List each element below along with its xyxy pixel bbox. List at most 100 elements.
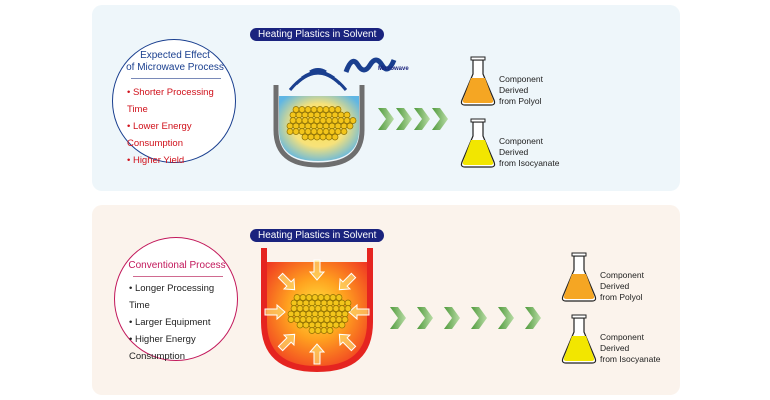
plastic-particle xyxy=(331,117,339,124)
chevron-arrow-icon xyxy=(432,108,448,130)
plastic-particle xyxy=(305,294,313,301)
conventional-process-label: Heating Plastics in Solvent xyxy=(250,229,385,242)
plastic-particle xyxy=(320,321,328,329)
plastic-particle xyxy=(344,305,352,312)
plastic-particle xyxy=(343,111,351,119)
heat-arrow-icon xyxy=(348,303,370,321)
plastic-particle xyxy=(308,305,316,312)
flask-polyol-icon xyxy=(460,56,496,106)
plastic-particle xyxy=(289,111,297,119)
plastic-particle xyxy=(286,128,294,135)
divider xyxy=(131,78,221,79)
benefit-item: • Higher Yield xyxy=(127,155,185,166)
plastic-particle xyxy=(319,111,327,119)
plastic-particle xyxy=(307,111,315,119)
plastic-particle xyxy=(316,106,324,113)
plastic-particle xyxy=(323,294,331,301)
plastic-particle xyxy=(304,106,312,113)
circle-title: Expected Effect of Microwave Process xyxy=(113,50,237,74)
plastic-particle xyxy=(289,117,297,124)
plastic-particle xyxy=(295,117,303,124)
plastic-particle xyxy=(329,294,337,301)
chevron-arrow-icon xyxy=(378,108,394,130)
plastic-particle xyxy=(290,305,298,312)
plastic-particle xyxy=(344,299,352,307)
plastic-particle xyxy=(325,133,333,141)
plastic-particle xyxy=(302,321,310,329)
microwave-effects-circle: Expected Effect of Microwave Process • Sh… xyxy=(112,39,237,166)
microwave-sinewave-icon xyxy=(343,57,397,73)
conventional-vessel xyxy=(261,248,373,372)
plastic-particle xyxy=(331,133,339,141)
plastic-particle xyxy=(332,299,340,307)
chevron-arrow-icon xyxy=(471,307,487,329)
plastic-particle xyxy=(322,106,330,113)
plastic-particle xyxy=(299,316,307,323)
plastic-particle xyxy=(296,305,304,312)
plastic-particle xyxy=(293,294,301,301)
drawback-list: • Longer Processing Time • Larger Equipm… xyxy=(129,280,237,365)
plastic-particle xyxy=(328,128,336,135)
plastic-particle xyxy=(341,310,349,318)
plastic-particle xyxy=(317,316,325,323)
chevron-arrow-icon xyxy=(444,307,460,329)
plastic-particle xyxy=(317,310,325,318)
plastic-particle xyxy=(293,310,301,318)
plastic-particle xyxy=(332,321,340,329)
drawback-item: • Higher Energy Consumption xyxy=(129,334,196,362)
flask-isocyanate-icon xyxy=(460,118,496,168)
plastic-particle xyxy=(304,122,312,130)
benefit-list: • Shorter Processing Time • Lower Energy… xyxy=(127,84,235,169)
chevron-arrow-icon xyxy=(396,108,412,130)
circle-title: Conventional Process xyxy=(128,260,226,271)
plastic-particle xyxy=(335,316,343,323)
flask-label-isocyanate: Component Derived from Isocyanate xyxy=(499,136,560,168)
chevron-arrow-icon xyxy=(414,108,430,130)
title-line-1: Expected Effect xyxy=(140,50,210,61)
plastic-particle xyxy=(329,316,337,323)
heat-arrow-icon xyxy=(308,343,326,365)
plastic-particle xyxy=(305,316,313,323)
plastic-particle xyxy=(302,305,310,312)
plastic-particle xyxy=(319,133,327,141)
plastic-particle xyxy=(322,128,330,135)
plastic-particle xyxy=(287,310,295,318)
plastic-particle xyxy=(308,299,316,307)
plastic-particle xyxy=(307,117,315,124)
plastic-particle xyxy=(328,106,336,113)
plastic-particle xyxy=(292,106,300,113)
plastic-particle xyxy=(311,310,319,318)
plastic-particle xyxy=(305,310,313,318)
plastic-particle xyxy=(301,117,309,124)
plastic-particle xyxy=(328,122,336,130)
plastic-particle xyxy=(298,128,306,135)
plastic-particle xyxy=(323,310,331,318)
chevrons-bottom xyxy=(390,307,541,329)
plastic-particle xyxy=(331,111,339,119)
plastic-particle xyxy=(301,111,309,119)
microwave-label: Microwave xyxy=(378,66,409,72)
plastic-particle xyxy=(319,117,327,124)
plastic-particle xyxy=(316,128,324,135)
heat-arrow-icon xyxy=(308,259,326,281)
heat-arrow-icon xyxy=(338,272,357,291)
plastic-particle xyxy=(298,106,306,113)
plastic-particle xyxy=(290,299,298,307)
plastic-particle xyxy=(299,310,307,318)
plastic-particle xyxy=(326,321,334,329)
plastic-particle xyxy=(287,316,295,323)
benefit-item: • Shorter Processing Time xyxy=(127,87,214,115)
plastic-particle xyxy=(320,305,328,312)
chevron-arrow-icon xyxy=(390,307,406,329)
plastic-particle xyxy=(346,122,354,130)
plastic-particle xyxy=(313,117,321,124)
plastic-particle xyxy=(316,122,324,130)
plastic-particle xyxy=(286,122,294,130)
plastic-particle xyxy=(337,117,345,124)
plastic-particle xyxy=(314,299,322,307)
plastic-particle xyxy=(325,111,333,119)
plastic-particle xyxy=(325,117,333,124)
plastic-particle xyxy=(322,122,330,130)
plastic-particle xyxy=(338,321,346,329)
